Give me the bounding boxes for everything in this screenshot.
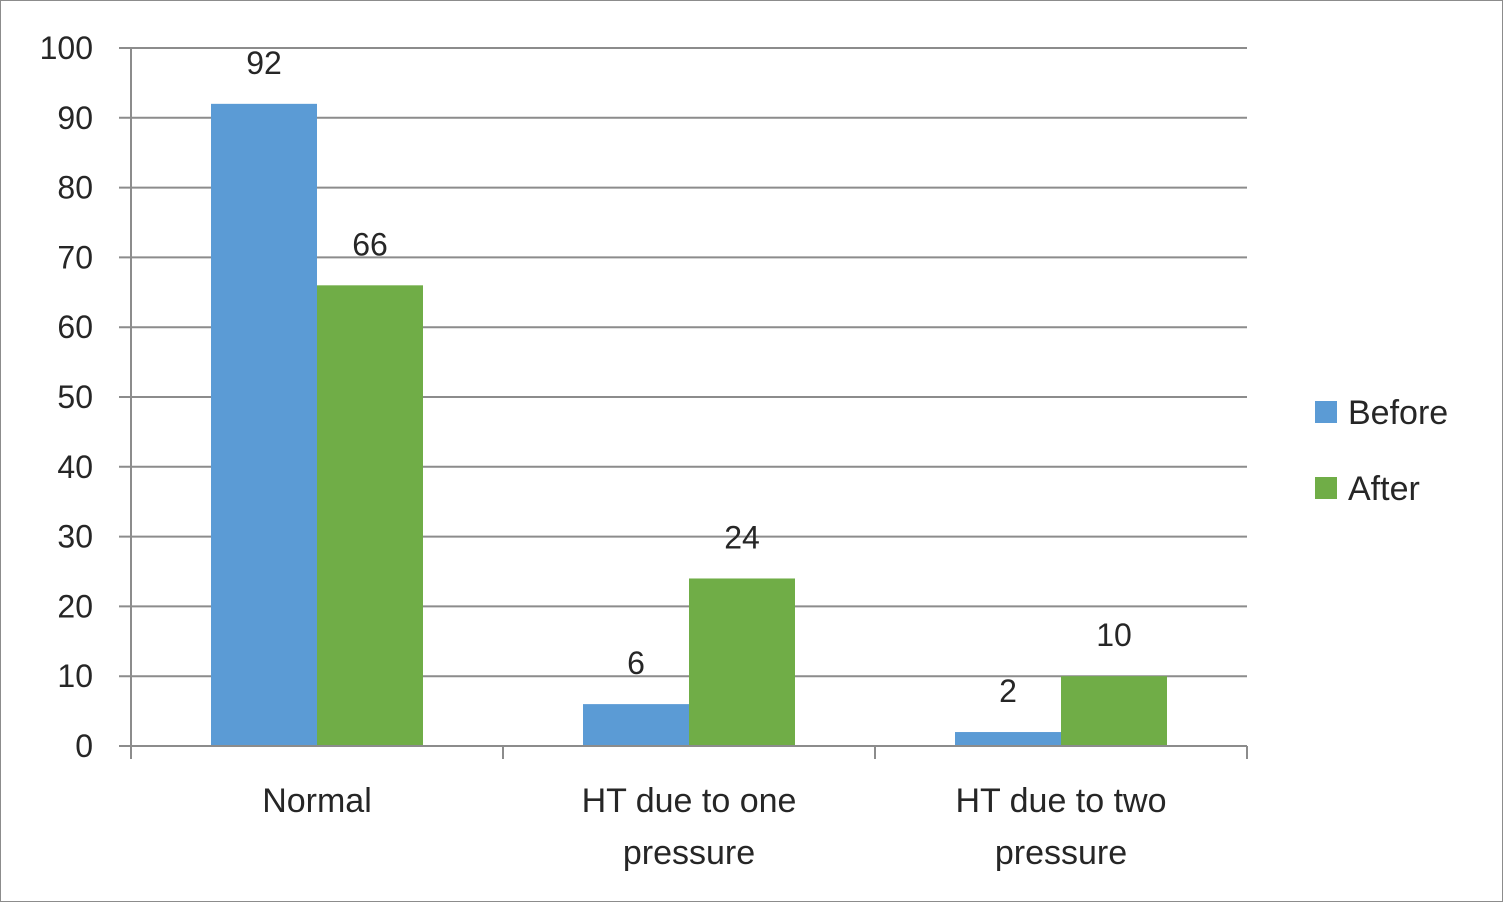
legend-swatch-after [1315,477,1337,499]
x-category-label: pressure [995,834,1127,872]
bar-before [955,732,1061,746]
y-tick-label: 50 [57,379,93,415]
x-category-label: pressure [623,834,755,872]
data-label: 66 [352,226,388,262]
y-tick-label: 10 [57,658,93,694]
data-label: 92 [246,45,282,81]
bars [211,103,1167,747]
legend: Before After [1315,394,1448,508]
bar-before [211,103,317,747]
y-tick-label: 30 [57,519,93,555]
data-label: 10 [1096,617,1132,653]
y-tick-label: 40 [57,449,93,485]
bar-after [689,578,795,746]
x-category-label: HT due to one [582,782,797,820]
data-label: 6 [627,645,645,681]
y-tick-label: 100 [40,30,93,66]
bar-after [1061,676,1167,746]
data-label: 24 [724,519,760,555]
y-tick-label: 90 [57,100,93,136]
legend-label-before: Before [1348,394,1448,432]
y-tick-label: 80 [57,170,93,206]
bar-after [317,285,423,746]
data-label: 2 [999,673,1017,709]
legend-swatch-before [1315,401,1337,423]
bar-before [583,704,689,746]
axes: 0 10 20 30 40 50 60 70 80 90 100 Normal HT due to on… [40,30,1248,872]
y-tick-label: 0 [75,728,93,764]
legend-label-after: After [1348,470,1420,508]
x-category-label: HT due to two [955,782,1166,820]
x-category-label: Normal [262,782,372,820]
y-tick-label: 20 [57,588,93,624]
y-tick-label: 60 [57,309,93,345]
y-tick-label: 70 [57,239,93,275]
